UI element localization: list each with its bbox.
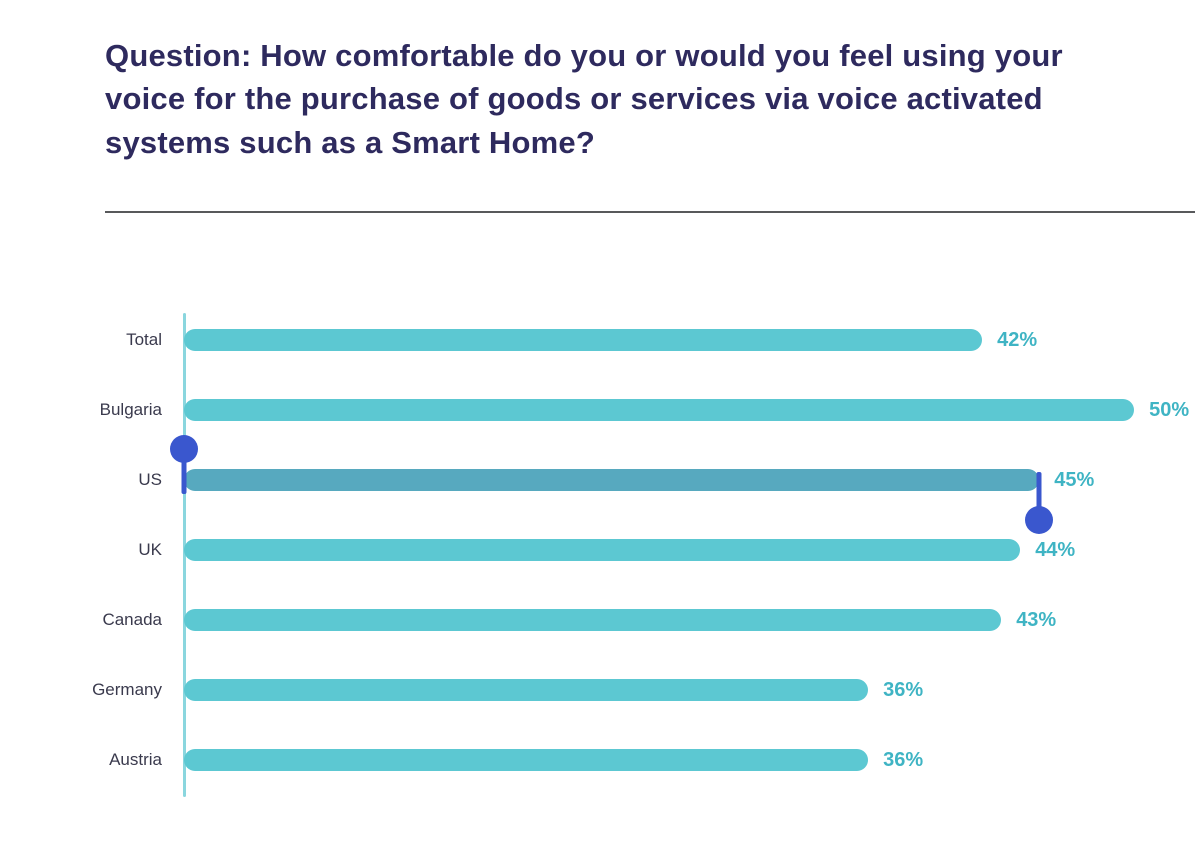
value-label: 42%	[997, 328, 1038, 351]
bar	[184, 539, 1021, 561]
value-label: 36%	[883, 678, 924, 701]
category-label: US	[138, 470, 162, 489]
bar-track: 43%	[184, 609, 1195, 631]
category-label: Canada	[102, 610, 162, 629]
value-label: 50%	[1149, 398, 1190, 421]
chart-question-title: Question: How comfortable do you or woul…	[105, 38, 1063, 160]
divider	[105, 211, 1195, 213]
category-label: Total	[126, 330, 162, 349]
bar	[184, 609, 1002, 631]
bar-track: 36%	[184, 749, 1195, 771]
value-label: 36%	[883, 748, 924, 771]
bar	[184, 679, 869, 701]
bar	[184, 469, 1040, 491]
chart-row: Bulgaria 50%	[0, 375, 1195, 445]
bar-track: 42%	[184, 329, 1195, 351]
bar	[184, 329, 983, 351]
chart-row: Germany 36%	[0, 655, 1195, 725]
selection-handle-stem	[181, 459, 187, 494]
bar-track: 45%	[170, 435, 1195, 534]
chart-row: Total 42%	[0, 305, 1195, 375]
value-label: 44%	[1035, 538, 1076, 561]
selection-handle-knob[interactable]	[170, 435, 198, 463]
chart-row: Austria 36%	[0, 725, 1195, 795]
category-label: UK	[138, 540, 162, 559]
chart-row: Canada 43%	[0, 585, 1195, 655]
bar-chart: Total 42% Bulgaria 50% US 45% UK 44% Canada 43% Ge…	[0, 305, 1195, 805]
category-label: Germany	[92, 680, 162, 699]
category-label: Bulgaria	[99, 400, 162, 419]
bar-track: 36%	[184, 679, 1195, 701]
chart-row: US 45%	[0, 435, 1195, 534]
value-label: 43%	[1016, 608, 1057, 631]
bar-track: 50%	[184, 399, 1195, 421]
value-label: 45%	[1054, 468, 1095, 491]
category-label: Austria	[109, 750, 162, 769]
bar	[184, 749, 869, 771]
selection-handle-stem	[1036, 472, 1042, 508]
bar	[184, 399, 1135, 421]
chart-row: UK 44%	[0, 515, 1195, 585]
bar-track: 44%	[184, 539, 1195, 561]
selection-handle-knob[interactable]	[1025, 506, 1054, 534]
